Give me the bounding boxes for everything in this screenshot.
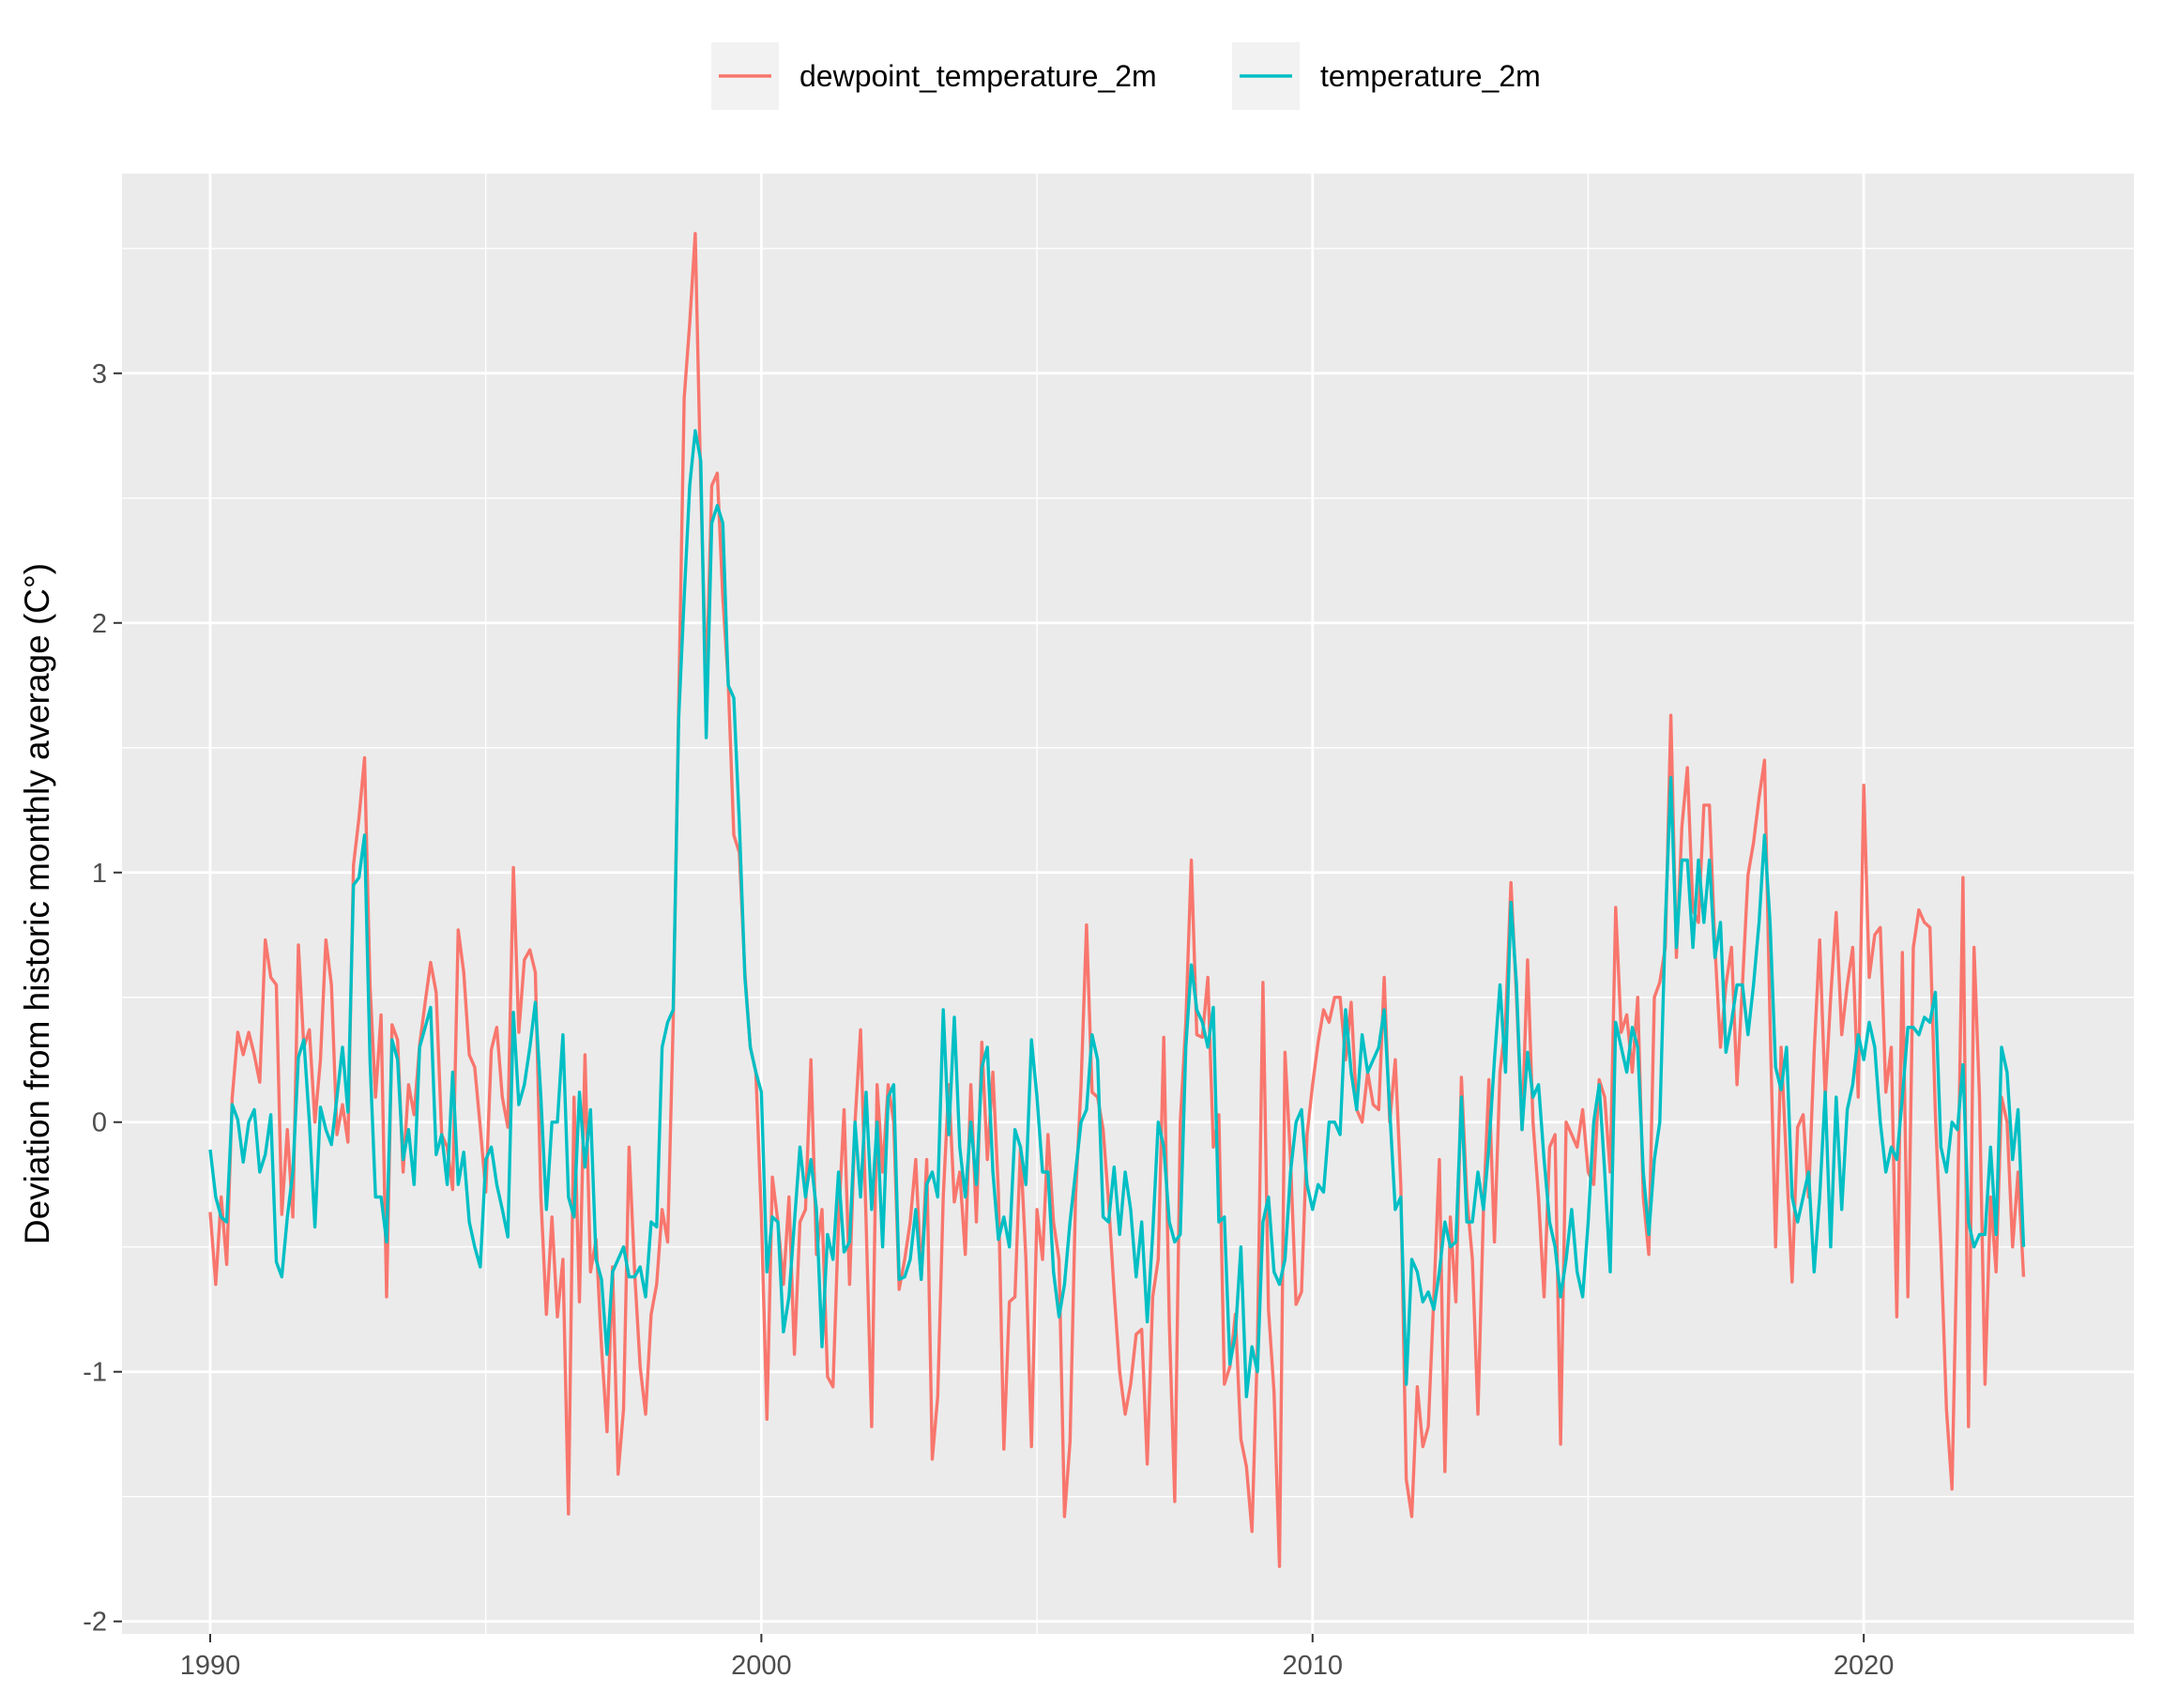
y-axis-title: Deviation from historic monthly average … xyxy=(18,563,56,1244)
legend-label: dewpoint_temperature_2m xyxy=(799,59,1157,93)
y-tick-label: 3 xyxy=(92,359,107,389)
legend-label: temperature_2m xyxy=(1320,59,1541,93)
y-tick-label: 2 xyxy=(92,609,107,639)
x-tick-label: 2000 xyxy=(731,1651,792,1681)
legend: dewpoint_temperature_2m temperature_2m xyxy=(711,42,1541,110)
series-line-temperature_2m xyxy=(208,429,2026,1398)
x-tick-label: 1990 xyxy=(180,1651,241,1681)
y-tick-label: -2 xyxy=(83,1608,107,1638)
y-tick-label: 1 xyxy=(92,859,107,889)
y-tick-label: 0 xyxy=(92,1108,107,1138)
series-lines xyxy=(208,232,2026,1568)
x-tick-label: 2020 xyxy=(1834,1651,1895,1681)
x-tick-label: 2010 xyxy=(1283,1651,1344,1681)
series-line-dewpoint_temperature_2m xyxy=(208,232,2026,1568)
plot-panel xyxy=(122,174,2134,1634)
axes: 1990 2000 2010 2020 -2 -1 0 1 2 3 xyxy=(83,359,1894,1681)
y-tick-label: -1 xyxy=(83,1358,107,1388)
